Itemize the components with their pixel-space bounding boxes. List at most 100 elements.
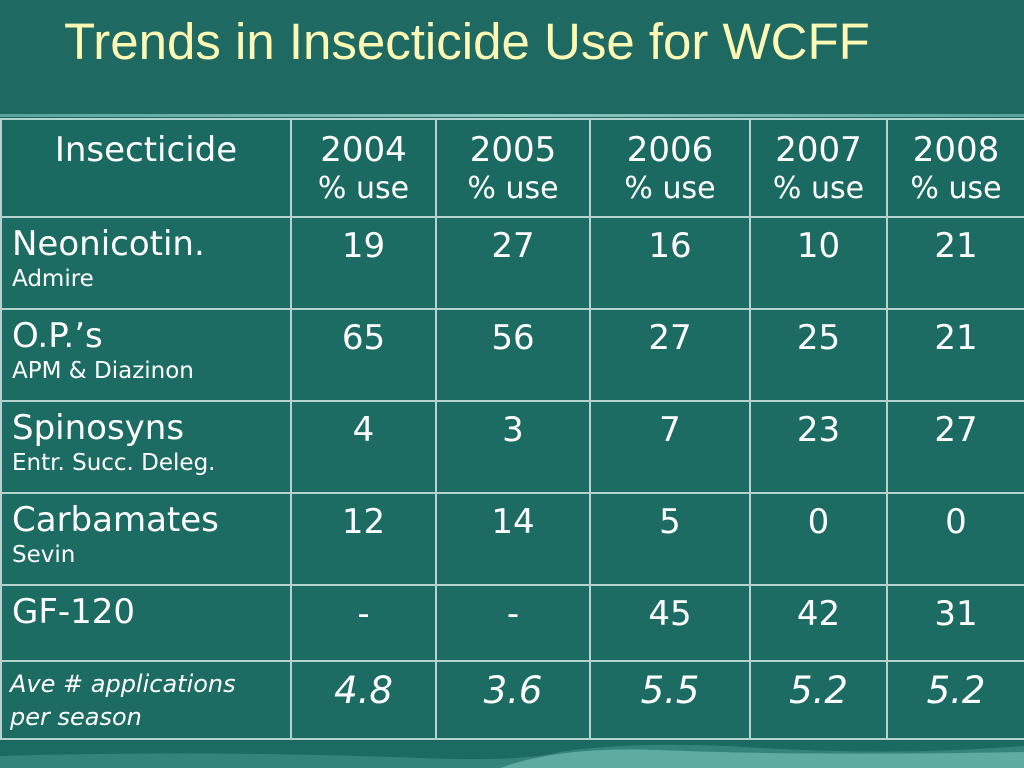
average-cell: 3.6 [435,660,591,740]
row-label-cell: Carbamates Sevin [0,492,292,586]
average-value: 3.6 [483,669,543,712]
value-cell: 42 [749,584,888,662]
value-cell: 27 [886,400,1024,494]
header-year-2005: 2005 % use [435,118,591,218]
percent-value: 25 [796,318,841,358]
value-cell: 27 [589,308,751,402]
value-cell: 7 [589,400,751,494]
value-cell: 45 [589,584,751,662]
percent-value: 12 [341,502,386,542]
average-label: Ave # applications per season [2,662,290,734]
percent-value: 42 [796,594,841,634]
average-cell: 5.2 [749,660,888,740]
table-row: O.P.’s APM & Diazinon 65 56 27 25 21 [0,308,1024,402]
average-cell: 5.5 [589,660,751,740]
percent-value: 19 [341,226,386,266]
insecticide-table: Insecticide 2004 % use 2005 % use 2006 %… [0,118,1024,740]
average-label-line1: Ave # applications [10,670,236,698]
value-cell: 25 [749,308,888,402]
value-cell: 23 [749,400,888,494]
header-year-2008: 2008 % use [886,118,1024,218]
value-cell: 4 [290,400,437,494]
header-year: 2004 [320,130,407,170]
table-row: Carbamates Sevin 12 14 5 0 0 [0,492,1024,586]
percent-value: 14 [491,502,535,542]
header-unit: % use [317,171,410,206]
header-year-2007: 2007 % use [749,118,888,218]
value-cell: 21 [886,308,1024,402]
percent-value: 7 [659,410,681,450]
value-cell: 16 [589,216,751,310]
percent-value: 56 [491,318,535,358]
value-cell: 0 [886,492,1024,586]
insecticide-name: Neonicotin. [12,224,205,264]
value-cell: - [290,584,437,662]
header-year-2006: 2006 % use [589,118,751,218]
value-cell: 31 [886,584,1024,662]
percent-value: 21 [934,318,978,358]
header-insecticide-label: Insecticide [54,130,238,170]
percent-value: 27 [491,226,535,266]
value-cell: 19 [290,216,437,310]
insecticide-name: Carbamates [12,500,219,540]
insecticide-product: Entr. Succ. Deleg. [12,450,216,476]
percent-value: 45 [648,594,692,634]
table-row: Spinosyns Entr. Succ. Deleg. 4 3 7 23 27 [0,400,1024,494]
header-year: 2007 [775,130,862,170]
value-cell: 14 [435,492,591,586]
percent-value: 0 [945,502,967,542]
header-insecticide: Insecticide [0,118,292,218]
percent-value: 4 [352,410,375,450]
value-cell: 21 [886,216,1024,310]
percent-value: 10 [796,226,841,266]
percent-value: 16 [648,226,692,266]
header-row: Insecticide 2004 % use 2005 % use 2006 %… [0,118,1024,218]
value-cell: 65 [290,308,437,402]
value-cell: - [435,584,591,662]
percent-value: 21 [934,226,978,266]
value-cell: 56 [435,308,591,402]
percent-value: 0 [807,502,830,542]
percent-value: 3 [502,410,524,450]
header-unit: % use [467,171,559,206]
value-cell: 3 [435,400,591,494]
average-value: 4.8 [334,669,393,712]
insecticide-product: Sevin [12,542,76,568]
percent-value: - [357,594,370,634]
insecticide-name: GF-120 [12,592,136,632]
percent-value: 31 [934,594,978,634]
average-row: Ave # applications per season 4.8 3.6 5.… [0,660,1024,740]
header-unit: % use [910,171,1002,206]
table-row: Neonicotin. Admire 19 27 16 10 21 [0,216,1024,310]
header-unit: % use [624,171,716,206]
average-value: 5.5 [640,669,700,712]
percent-value: 27 [648,318,692,358]
value-cell: 5 [589,492,751,586]
decorative-wave [0,744,1024,768]
row-label-cell: O.P.’s APM & Diazinon [0,308,292,402]
header-year: 2008 [912,130,1000,170]
insecticide-name: O.P.’s [12,316,103,356]
insecticide-name: Spinosyns [12,408,185,448]
percent-value: 27 [934,410,978,450]
average-cell: 5.2 [886,660,1024,740]
average-cell: 4.8 [290,660,437,740]
value-cell: 0 [749,492,888,586]
row-label-cell: GF-120 [0,584,292,662]
header-year: 2006 [626,130,714,170]
value-cell: 12 [290,492,437,586]
percent-value: 5 [659,502,681,542]
title-divider [0,114,1024,117]
value-cell: 10 [749,216,888,310]
value-cell: 27 [435,216,591,310]
slide-title: Trends in Insecticide Use for WCFF [64,13,870,70]
table-row: GF-120 - - 45 42 31 [0,584,1024,662]
header-unit: % use [772,171,865,206]
header-year: 2005 [469,130,557,170]
average-label-line2: per season [10,703,142,731]
insecticide-product: Admire [12,266,94,292]
average-label-cell: Ave # applications per season [0,660,292,740]
row-label-cell: Spinosyns Entr. Succ. Deleg. [0,400,292,494]
percent-value: 23 [796,410,841,450]
insecticide-product: APM & Diazinon [12,358,194,384]
